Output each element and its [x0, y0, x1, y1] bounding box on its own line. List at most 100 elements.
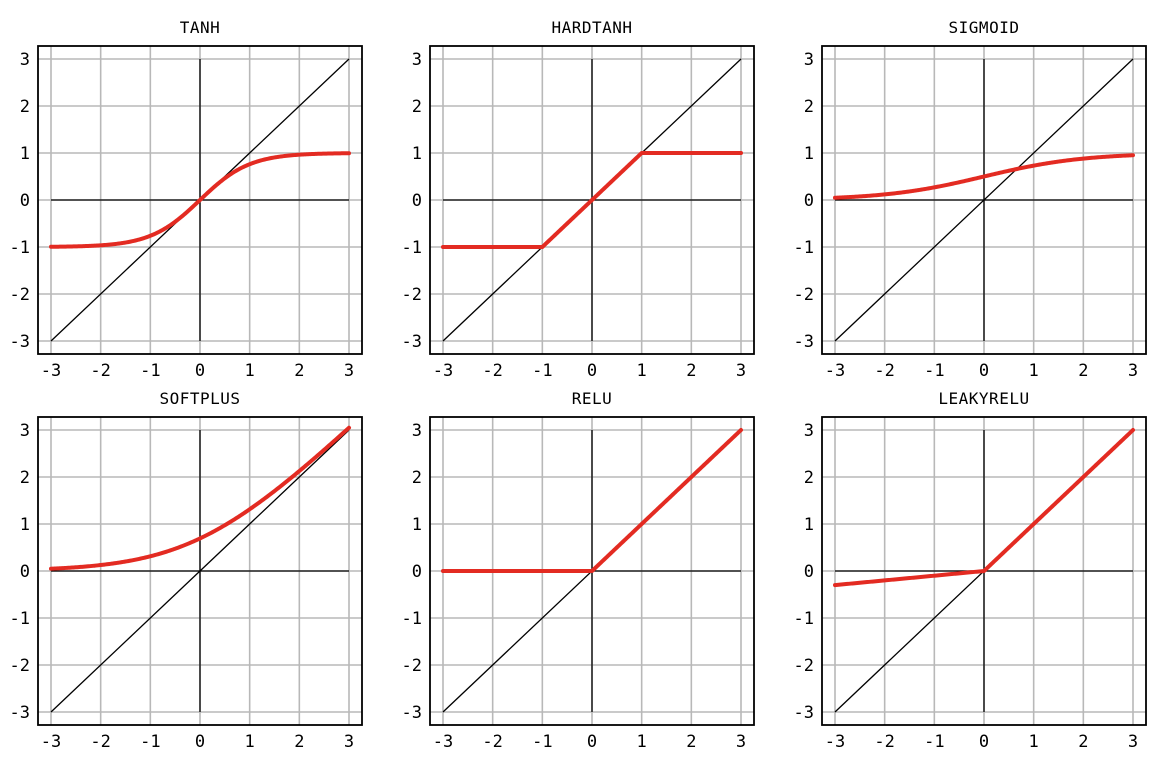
x-tick-label: 1	[1029, 732, 1039, 752]
panel-leakyrelu: LEAKYRELU 3 2 1 0 -1 -2 -3 -3 -2 -1 0 1 2 3	[794, 389, 1147, 752]
relu-curve	[441, 428, 743, 573]
x-tick-label: 1	[245, 361, 255, 381]
x-tick-label: 3	[1128, 732, 1138, 752]
plot-frame	[429, 45, 755, 355]
chart-title: RELU	[572, 389, 613, 408]
y-tick-label: 0	[412, 562, 422, 582]
y-tick-label: -2	[794, 285, 814, 305]
x-tick-label: 0	[979, 361, 989, 381]
x-tick-label: -2	[874, 361, 894, 381]
chart-title: SOFTPLUS	[159, 389, 240, 408]
x-tick-label: 1	[1029, 361, 1039, 381]
y-tick-label: 3	[804, 421, 814, 441]
chart-title: TANH	[180, 18, 221, 37]
y-tick-label: 0	[20, 191, 30, 211]
panel-sigmoid: SIGMOID 3 2 1 0 -1 -2 -3 -3 -2 -1 0 1 2 3	[794, 18, 1147, 381]
y-tick-label: 2	[20, 468, 30, 488]
x-tick-label: -2	[874, 732, 894, 752]
leakyrelu-curve	[833, 428, 1135, 588]
chart-title: HARDTANH	[551, 18, 632, 37]
hardtanh-curve	[441, 151, 743, 249]
x-tick-label: 2	[294, 732, 304, 752]
x-tick-label: -1	[140, 732, 160, 752]
x-tick-label: 3	[344, 732, 354, 752]
y-tick-label: -3	[402, 703, 422, 723]
x-tick-label: 2	[1078, 361, 1088, 381]
x-tick-label: 0	[979, 732, 989, 752]
y-tick-label: 3	[412, 421, 422, 441]
y-tick-label: -3	[794, 332, 814, 352]
x-tick-label: 0	[195, 732, 205, 752]
x-tick-label: -2	[482, 732, 502, 752]
y-tick-label: 3	[412, 50, 422, 70]
panel-tanh: TANH 3 2 1 0 -1 -2 -3 -3 -2 -1 0 1 2 3	[10, 18, 363, 381]
y-tick-label: -3	[794, 703, 814, 723]
x-tick-label: -1	[532, 732, 552, 752]
plot-frame	[429, 416, 755, 726]
y-tick-label: 2	[412, 97, 422, 117]
y-tick-label: -1	[10, 609, 30, 629]
chart-title: SIGMOID	[949, 18, 1020, 37]
x-tick-label: 0	[195, 361, 205, 381]
y-tick-label: 1	[20, 144, 30, 164]
panel-softplus: SOFTPLUS 3 2 1 0 -1 -2 -3 -3 -2 -1 0 1 2 3	[10, 389, 363, 752]
y-tick-label: 1	[412, 144, 422, 164]
y-tick-label: 1	[804, 144, 814, 164]
y-tick-label: 0	[804, 562, 814, 582]
x-tick-label: 1	[637, 732, 647, 752]
x-tick-label: -2	[90, 361, 110, 381]
y-tick-label: -2	[794, 656, 814, 676]
y-tick-label: -2	[10, 656, 30, 676]
y-tick-label: -1	[402, 238, 422, 258]
y-tick-label: 0	[20, 562, 30, 582]
x-tick-label: -2	[482, 361, 502, 381]
plot-frame	[821, 45, 1147, 355]
y-tick-label: 0	[412, 191, 422, 211]
x-tick-label: 2	[1078, 732, 1088, 752]
y-tick-label: -1	[402, 609, 422, 629]
y-tick-label: 2	[804, 97, 814, 117]
y-tick-label: -2	[10, 285, 30, 305]
panel-relu: RELU 3 2 1 0 -1 -2 -3 -3 -2 -1 0 1 2 3	[402, 389, 755, 752]
sigmoid-curve	[833, 153, 1135, 200]
x-tick-label: -3	[41, 732, 61, 752]
x-tick-label: -1	[532, 361, 552, 381]
y-tick-label: 1	[412, 515, 422, 535]
x-tick-label: -3	[433, 361, 453, 381]
panel-hardtanh: HARDTANH 3 2 1 0 -1 -2 -3 -3 -2 -1 0 1 2 3	[402, 18, 755, 381]
x-tick-label: -1	[140, 361, 160, 381]
y-tick-label: 2	[804, 468, 814, 488]
y-tick-label: -1	[794, 609, 814, 629]
x-tick-label: 3	[1128, 361, 1138, 381]
chart-title: LEAKYRELU	[938, 389, 1029, 408]
x-tick-label: -3	[825, 361, 845, 381]
tanh-curve	[49, 151, 351, 249]
x-tick-label: 1	[637, 361, 647, 381]
x-tick-label: -1	[924, 361, 944, 381]
plot-frame	[821, 416, 1147, 726]
y-tick-label: -1	[10, 238, 30, 258]
y-tick-label: 3	[20, 421, 30, 441]
y-tick-label: 3	[20, 50, 30, 70]
x-tick-label: 3	[344, 361, 354, 381]
y-tick-label: -3	[10, 703, 30, 723]
y-tick-label: -1	[794, 238, 814, 258]
x-tick-label: -1	[924, 732, 944, 752]
y-tick-label: -2	[402, 285, 422, 305]
identity-line	[50, 429, 350, 713]
x-tick-label: -2	[90, 732, 110, 752]
y-tick-label: 2	[20, 97, 30, 117]
x-tick-label: 2	[686, 732, 696, 752]
identity-line	[834, 58, 1134, 342]
y-tick-label: -2	[402, 656, 422, 676]
y-tick-label: 0	[804, 191, 814, 211]
x-tick-label: 2	[294, 361, 304, 381]
x-tick-label: 3	[736, 361, 746, 381]
plot-frame	[37, 45, 363, 355]
x-tick-label: -3	[41, 361, 61, 381]
y-tick-label: 2	[412, 468, 422, 488]
y-tick-label: 3	[804, 50, 814, 70]
plot-frame	[37, 416, 363, 726]
x-tick-label: 0	[587, 732, 597, 752]
